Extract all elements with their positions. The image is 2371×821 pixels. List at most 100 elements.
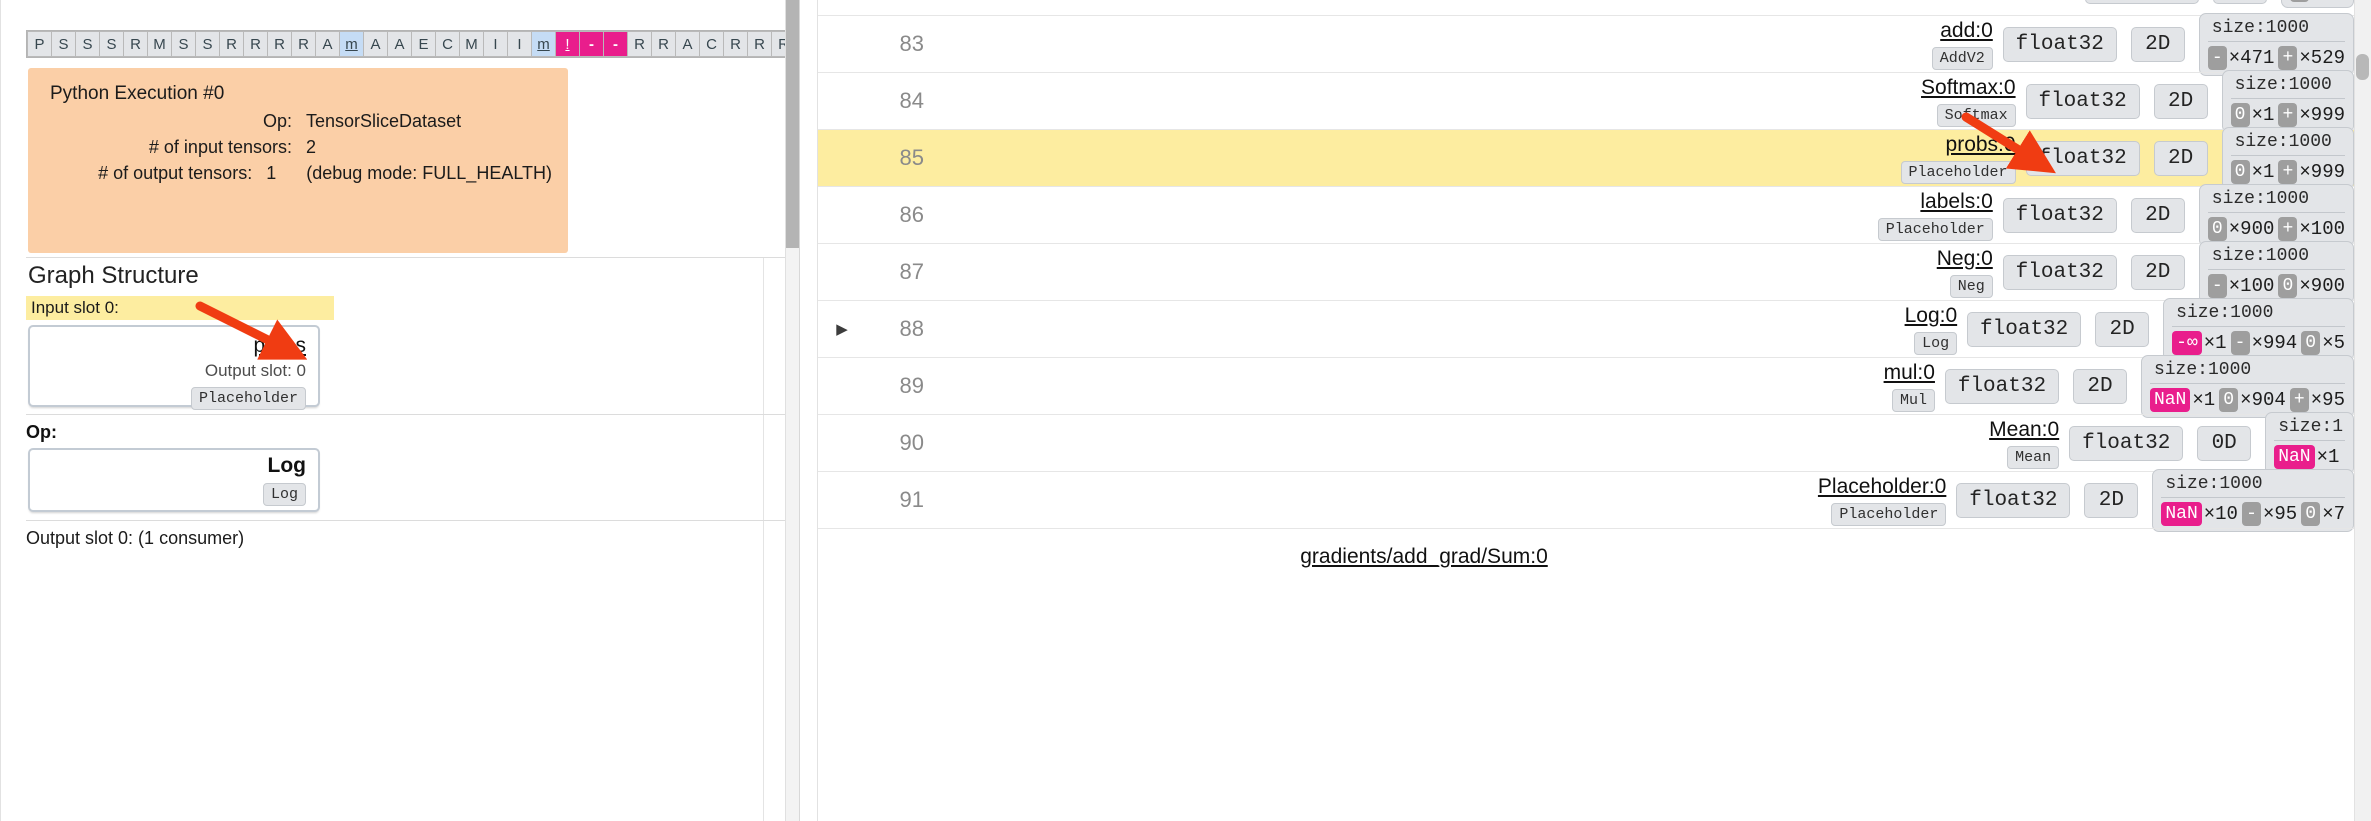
timeline-cell-7[interactable]: S	[196, 32, 219, 56]
graph-execution-index: 89	[899, 373, 924, 398]
graph-execution-row[interactable]: 85 probs:0 Placeholder float32 2D size:1000 0 ×…	[818, 126, 2354, 190]
timeline-cell-13[interactable]: m	[340, 32, 363, 56]
timeline-cell-28[interactable]: C	[700, 32, 723, 56]
timeline-cell-18[interactable]: M	[460, 32, 483, 56]
tensor-rank: 2D	[2084, 482, 2139, 518]
op-label: Op:	[26, 422, 57, 442]
timeline-cell-24[interactable]: -	[604, 32, 627, 56]
tensor-health-counts: - ×471 + ×529	[2207, 42, 2345, 70]
left-scrollbar-track[interactable]	[785, 0, 799, 821]
timeline-cell-19[interactable]: I	[484, 32, 507, 56]
timeline-cell-8[interactable]: R	[220, 32, 243, 56]
timeline-cell-4[interactable]: R	[124, 32, 147, 56]
section-divider	[26, 257, 799, 258]
graph-execution-row[interactable]: 84 Softmax:0 Softmax float32 2D size:1000 0 ×1 +…	[818, 69, 2354, 133]
tensor-dtype: float32	[2069, 425, 2184, 461]
timeline-cell-21[interactable]: m	[532, 32, 555, 56]
tensor-rank: 2D	[2072, 368, 2127, 404]
tensor-health-pill-group[interactable]: +×10	[2280, 0, 2354, 8]
timeline-cell-11[interactable]: R	[292, 32, 315, 56]
timeline-cell-0[interactable]: P	[28, 32, 51, 56]
health-count-item: 0 ×904	[2219, 387, 2286, 412]
health-count-item: + ×95	[2289, 387, 2345, 412]
graph-execution-name-cell: Placeholder:0 Placeholder	[940, 475, 1956, 526]
timeline-cell-14[interactable]: A	[364, 32, 387, 56]
tensor-name-link[interactable]: probs:0	[1945, 132, 2016, 156]
health-count-value: ×999	[2299, 160, 2345, 183]
execution-info-card: Python Execution #0 Op: TensorSliceDatas…	[28, 68, 568, 253]
timeline-cell-2[interactable]: S	[76, 32, 99, 56]
tensor-health-pill-group[interactable]: size:1000 NaN ×10- ×95 0 ×7	[2152, 468, 2354, 532]
graph-execution-row[interactable]: 86 labels:0 Placeholder float32 2D size:1000 0…	[818, 183, 2354, 247]
tensor-name-link[interactable]: Placeholder:0	[1817, 474, 1947, 498]
tensor-name-link[interactable]: Mean:0	[1989, 417, 2060, 441]
tensor-name-link[interactable]: Softmax:0	[1921, 75, 2016, 99]
tensor-name-link[interactable]: mul:0	[1883, 360, 1935, 384]
health-count-value: ×7	[2322, 502, 2345, 525]
graph-execution-row[interactable]: 91 Placeholder:0 Placeholder float32 2D size:…	[818, 468, 2354, 532]
timeline-cell-label: S	[82, 35, 93, 53]
timeline-cell-16[interactable]: E	[412, 32, 435, 56]
timeline-cell-6[interactable]: S	[172, 32, 195, 56]
graph-execution-row[interactable]: gradients/add_grad/Sum:0	[818, 528, 2354, 585]
graph-execution-row[interactable]: 90 Mean:0 Mean float32 0D size:1 NaN ×1	[818, 411, 2354, 475]
tensor-health-pill-group[interactable]: size:1000 0 ×1 + ×999	[2221, 126, 2354, 190]
input-node-card[interactable]: probs Output slot: 0 Placeholder	[28, 325, 320, 410]
right-pane: ReadVariableOpfloat321D+×1083add:0AddV2f…	[800, 0, 2371, 821]
health-category-pill: 0	[2230, 102, 2250, 127]
graph-execution-row[interactable]: 87 Neg:0 Neg float32 2D size:1000- ×100 0 ×900	[818, 240, 2354, 304]
graph-structure-title: Graph Structure	[28, 262, 199, 289]
graph-execution-name-cell: probs:0 Placeholder	[940, 133, 2026, 184]
tensor-size-label: size:1000	[2149, 360, 2345, 384]
left-scrollbar-thumb[interactable]	[786, 0, 799, 248]
op-type-tag: Mean	[2007, 445, 2060, 469]
health-category-pill: NaN	[2161, 501, 2202, 526]
tensor-health-pill-group[interactable]: size:1 NaN ×1	[2265, 411, 2354, 475]
timeline-cell-25[interactable]: R	[628, 32, 651, 56]
health-category-pill: -	[2207, 45, 2227, 70]
tensor-name-link[interactable]: Log:0	[1904, 303, 1958, 327]
op-type-tag: Log	[1914, 331, 1958, 355]
timeline-cell-9[interactable]: R	[244, 32, 267, 56]
tensor-name-link[interactable]: labels:0	[1920, 189, 1993, 213]
tensor-health-pill-group[interactable]: size:1000 0 ×1 + ×999	[2221, 69, 2354, 133]
timeline-cell-3[interactable]: S	[100, 32, 123, 56]
timeline-cell-12[interactable]: A	[316, 32, 339, 56]
timeline-cell-label: R	[298, 35, 309, 53]
timeline-cell-26[interactable]: R	[652, 32, 675, 56]
timeline-cell-27[interactable]: A	[676, 32, 699, 56]
tensor-name-link[interactable]: add:0	[1940, 18, 1993, 42]
timeline-cell-22[interactable]: !	[556, 32, 579, 56]
timeline-cell-29[interactable]: R	[724, 32, 747, 56]
input-node-name[interactable]: probs	[253, 334, 306, 357]
timeline-cell-17[interactable]: C	[436, 32, 459, 56]
tensor-name-link[interactable]: gradients/add_grad/Sum:0	[1300, 545, 1548, 568]
timeline-cell-15[interactable]: A	[388, 32, 411, 56]
expand-triangle-icon[interactable]: ▶	[836, 321, 848, 338]
timeline-cell-10[interactable]: R	[268, 32, 291, 56]
tensor-name-link[interactable]: Neg:0	[1936, 246, 1993, 270]
health-category-pill: NaN	[2149, 387, 2191, 412]
graph-execution-row[interactable]: 83 add:0 AddV2 float32 2D size:1000- ×471 + ×529	[818, 12, 2354, 76]
tensor-health-pill-group[interactable]: size:1000- ×100 0 ×900	[2198, 240, 2354, 304]
tensor-health-pill-group[interactable]: size:1000 0 ×900 + ×100	[2198, 183, 2354, 247]
graph-execution-row[interactable]: ▶ 88 Log:0 Log float32 2D size:1000 -∞ ×1- ×994 0 ×…	[818, 297, 2354, 361]
tensor-health-pill-group[interactable]: size:1000 NaN ×1 0 ×904 + ×95	[2140, 354, 2354, 418]
timeline-cell-30[interactable]: R	[748, 32, 771, 56]
tensor-health-pill-group[interactable]: size:1000- ×471 + ×529	[2198, 12, 2354, 76]
timeline-cell-1[interactable]: S	[52, 32, 75, 56]
timeline-cell-20[interactable]: I	[508, 32, 531, 56]
tensor-health-counts: 0 ×1 + ×999	[2230, 99, 2345, 127]
graph-execution-row[interactable]: ReadVariableOpfloat321D+×10	[818, 0, 2354, 15]
timeline-cell-label: C	[442, 35, 453, 53]
right-scrollbar-track[interactable]	[2354, 0, 2371, 821]
health-category-pill: 0	[2230, 159, 2250, 184]
timeline-cell-5[interactable]: M	[148, 32, 171, 56]
timeline-cell-23[interactable]: -	[580, 32, 603, 56]
right-scrollbar-thumb[interactable]	[2356, 54, 2369, 80]
op-node-card[interactable]: Log Log	[28, 448, 320, 512]
tensor-health-pill-group[interactable]: size:1000 -∞ ×1- ×994 0 ×5	[2163, 297, 2354, 361]
tensor-dtype: float32	[1967, 311, 2082, 347]
graph-execution-row[interactable]: 89 mul:0 Mul float32 2D size:1000 NaN ×1 0 ×904 + ×…	[818, 354, 2354, 418]
